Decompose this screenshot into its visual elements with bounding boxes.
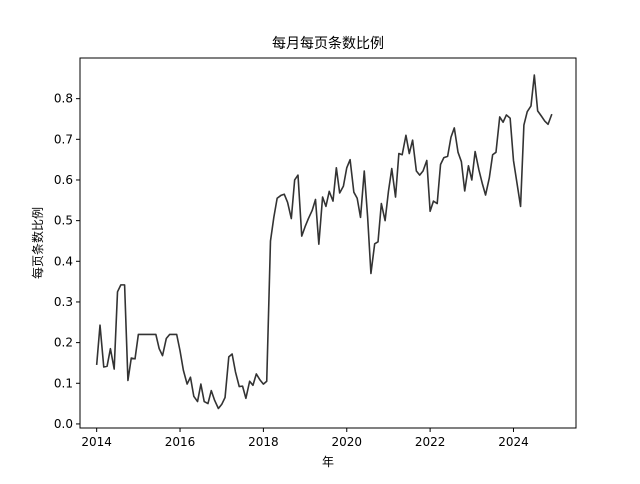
x-tick-label: 2022	[415, 435, 446, 449]
y-tick-label: 0.4	[54, 254, 73, 268]
x-tick-label: 2024	[498, 435, 529, 449]
x-tick-label: 2016	[165, 435, 196, 449]
y-tick-label: 0.3	[54, 295, 73, 309]
y-tick-label: 0.7	[54, 132, 73, 146]
y-tick-label: 0.0	[54, 417, 73, 431]
y-tick-label: 0.8	[54, 92, 73, 106]
x-tick-label: 2014	[81, 435, 112, 449]
y-tick-label: 0.2	[54, 336, 73, 350]
y-axis-label: 每页条数比例	[30, 207, 45, 279]
y-tick-label: 0.6	[54, 173, 73, 187]
chart-title: 每月每页条数比例	[272, 35, 384, 52]
x-tick-label: 2020	[331, 435, 362, 449]
y-tick-label: 0.5	[54, 214, 73, 228]
x-axis-label: 年	[322, 455, 334, 469]
x-tick-label: 2018	[248, 435, 279, 449]
y-tick-label: 0.1	[54, 376, 73, 390]
